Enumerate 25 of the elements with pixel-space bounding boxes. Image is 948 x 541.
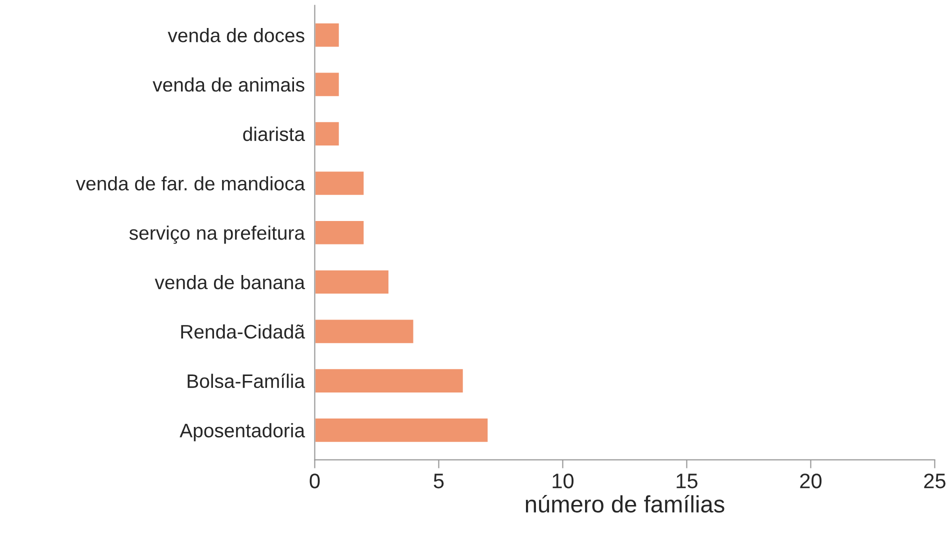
- x-tick-label: 10: [552, 474, 574, 488]
- bar: [314, 368, 464, 394]
- y-tick-label: diarista: [243, 126, 306, 142]
- bar: [314, 268, 390, 296]
- bar: [314, 71, 340, 98]
- bar: [314, 417, 490, 444]
- y-tick-label: Bolsa-Família: [188, 374, 306, 388]
- bar: [314, 22, 340, 48]
- y-tick-label: venda de far. de mandioca: [76, 176, 306, 190]
- bar: [314, 220, 366, 246]
- x-tick-label: 0: [310, 474, 320, 488]
- x-tick-label: 15: [676, 474, 698, 488]
- bar: [314, 318, 415, 344]
- x-tick-label: 5: [434, 474, 444, 488]
- x-tick-label: 25: [924, 474, 946, 488]
- y-tick-label: venda de animais: [152, 77, 304, 92]
- y-tick-label: venda de doces: [168, 28, 304, 42]
- x-axis-title: número de famílias: [526, 494, 724, 513]
- y-tick-label: Aposentadoria: [180, 423, 306, 442]
- bar: [314, 120, 340, 147]
- y-tick-label: Renda-Cidadã: [181, 324, 306, 339]
- y-tick-label: serviço na prefeitura: [129, 226, 306, 244]
- bar: [314, 170, 366, 196]
- y-tick-label: venda de banana: [154, 274, 306, 290]
- x-tick-label: 20: [800, 474, 822, 488]
